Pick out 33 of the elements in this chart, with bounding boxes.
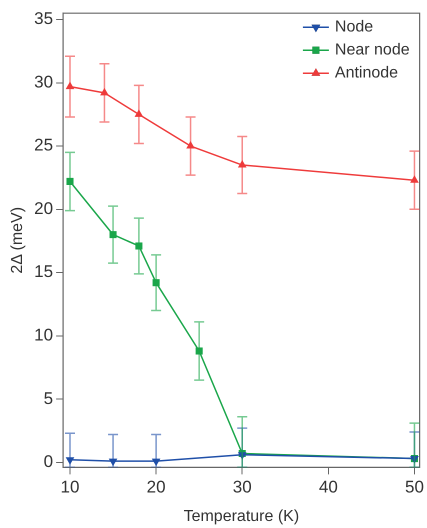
point xyxy=(108,458,118,466)
point xyxy=(100,88,109,96)
x-tick-label: 50 xyxy=(405,477,424,496)
point xyxy=(238,160,247,168)
point xyxy=(152,279,160,286)
legend-label: Antinode xyxy=(334,64,398,82)
y-tick-label: 10 xyxy=(34,326,54,345)
x-tick-label: 30 xyxy=(232,477,252,496)
point xyxy=(66,457,74,465)
y-tick-label: 20 xyxy=(34,198,54,218)
x-tick-label: 10 xyxy=(60,477,80,496)
point xyxy=(66,82,74,90)
point xyxy=(110,231,117,238)
point xyxy=(238,452,247,460)
point xyxy=(135,242,142,250)
point xyxy=(134,109,144,117)
x-tick-label: 20 xyxy=(146,477,166,496)
x-tick-label: 40 xyxy=(318,477,338,496)
x-axis-title: Temperature (K) xyxy=(184,508,300,525)
y-tick-label: 30 xyxy=(34,72,54,92)
legend-label: Near node xyxy=(334,42,410,59)
point xyxy=(66,178,74,186)
y-axis-title: 2Δ (meV) xyxy=(9,206,26,274)
point xyxy=(186,141,195,149)
point xyxy=(196,347,203,355)
point xyxy=(152,458,160,466)
point xyxy=(410,175,419,183)
y-tick-label: 5 xyxy=(44,388,54,408)
y-tick-label: 35 xyxy=(34,9,54,28)
y-tick-label: 0 xyxy=(44,452,54,472)
y-tick-label: 15 xyxy=(34,262,54,282)
y-tick-label: 25 xyxy=(34,136,54,155)
legend-label: Node xyxy=(334,18,374,36)
